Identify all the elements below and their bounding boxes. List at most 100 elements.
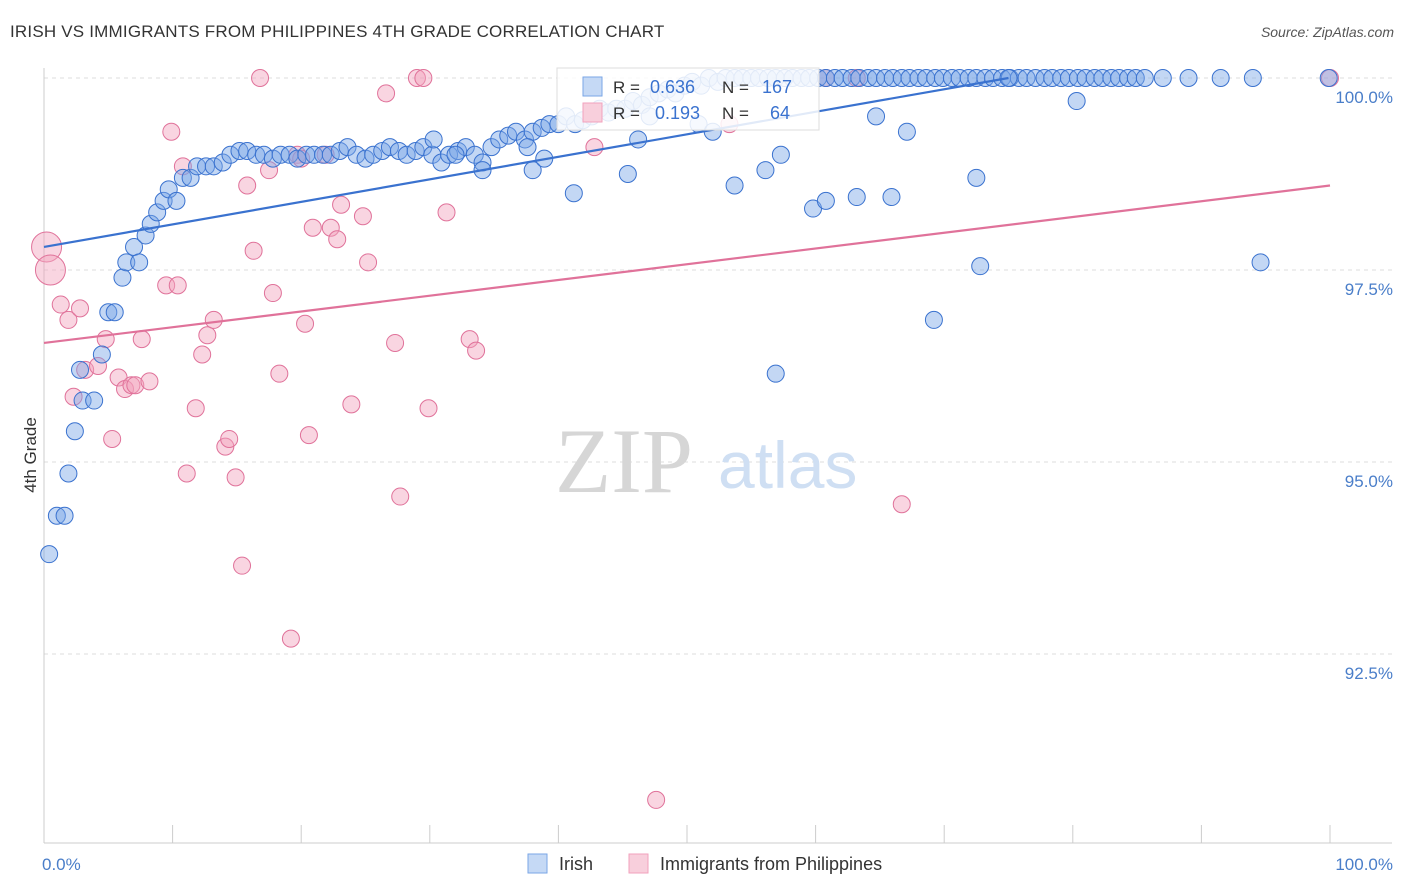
- stats-r-value-irish: 0.636: [650, 77, 695, 97]
- x-tick-label-min: 0.0%: [42, 855, 81, 874]
- irish-point: [314, 145, 333, 164]
- philippines-point: [96, 330, 115, 349]
- irish-point: [181, 168, 200, 187]
- irish-point: [99, 303, 118, 322]
- irish-point: [397, 145, 416, 164]
- irish-point: [221, 145, 240, 164]
- irish-point: [518, 138, 537, 157]
- philippines-point: [467, 341, 486, 360]
- stats-r-value-philippines: 0.193: [655, 103, 700, 123]
- irish-point: [197, 157, 216, 176]
- philippines-point: [226, 468, 245, 487]
- irish-point: [725, 176, 744, 195]
- philippines-point: [377, 84, 396, 103]
- philippines-point: [437, 203, 456, 222]
- irish-point: [1135, 69, 1154, 87]
- axes: [43, 68, 1392, 844]
- irish-point: [446, 145, 465, 164]
- chart-source: Source: ZipAtlas.com: [1260, 24, 1394, 40]
- irish-point: [148, 203, 167, 222]
- philippines-point: [359, 253, 378, 272]
- philippines-point: [296, 314, 315, 333]
- philippines-point: [244, 241, 263, 260]
- irish-point: [816, 191, 835, 210]
- philippines-point: [303, 218, 322, 237]
- bottom-legend: Irish Immigrants from Philippines: [527, 853, 882, 874]
- philippines-point: [198, 326, 217, 345]
- philippines-point: [585, 138, 604, 157]
- philippines-point: [177, 464, 196, 483]
- philippines-point: [126, 376, 145, 395]
- philippines-point: [162, 122, 181, 141]
- irish-point: [440, 145, 459, 164]
- irish-point: [771, 145, 790, 164]
- irish-point: [271, 145, 290, 164]
- philippines-point: [270, 364, 289, 383]
- irish-point: [213, 153, 232, 172]
- philippines-point: [391, 487, 410, 506]
- philippines-point: [59, 310, 78, 329]
- philippines-point: [892, 495, 911, 514]
- irish-point: [1017, 69, 1036, 87]
- philippines-point: [460, 330, 479, 349]
- philippines-point: [342, 395, 361, 414]
- irish-point: [465, 145, 484, 164]
- irish-point: [288, 149, 307, 168]
- irish-point: [167, 191, 186, 210]
- philippines-point: [407, 69, 426, 87]
- stats-n-value-irish: 167: [762, 77, 792, 97]
- legend-label-irish: Irish: [559, 854, 593, 874]
- legend-swatch-philippines: [628, 853, 649, 874]
- philippines-point: [64, 387, 83, 406]
- philippines-point: [168, 276, 187, 295]
- irish-point: [847, 188, 866, 207]
- irish-point: [65, 422, 84, 441]
- philippines-point: [238, 176, 257, 195]
- irish-point: [971, 257, 990, 276]
- x-tick-label-max: 100.0%: [1335, 855, 1393, 874]
- irish-point: [967, 168, 986, 187]
- irish-point: [924, 310, 943, 329]
- y-tick-label: 97.5%: [1345, 280, 1393, 299]
- philippines-point: [299, 426, 318, 445]
- irish-point: [867, 107, 886, 126]
- y-axis-title: 4th Grade: [21, 417, 40, 493]
- irish-point: [130, 253, 149, 272]
- irish-point: [456, 138, 475, 157]
- irish-point: [414, 138, 433, 157]
- irish-point: [618, 165, 637, 183]
- irish-point: [113, 268, 132, 287]
- irish-point: [154, 191, 173, 210]
- legend-label-philippines: Immigrants from Philippines: [660, 854, 882, 874]
- philippines-point: [71, 299, 90, 318]
- philippines-point: [332, 195, 351, 214]
- philippines-point: [414, 69, 433, 87]
- philippines-point: [328, 230, 347, 249]
- irish-point: [1179, 69, 1198, 87]
- irish-point: [564, 184, 583, 203]
- philippines-point: [419, 399, 438, 418]
- irish-point: [247, 145, 266, 164]
- philippines-point: [186, 399, 205, 418]
- stats-r-label-philippines: R =: [613, 104, 640, 123]
- irish-point: [1243, 69, 1262, 87]
- irish-point: [756, 161, 775, 180]
- watermark-atlas: atlas: [718, 428, 857, 502]
- irish-point: [482, 138, 501, 157]
- legend-swatch-irish: [527, 853, 548, 874]
- philippines-point: [103, 429, 122, 448]
- irish-point: [230, 141, 249, 160]
- stats-r-label-irish: R =: [613, 78, 640, 97]
- irish-point: [1153, 69, 1172, 87]
- philippines-point: [647, 790, 666, 809]
- stats-n-label-irish: N =: [722, 78, 749, 97]
- philippines-point: [204, 310, 223, 329]
- irish-point: [1211, 69, 1230, 87]
- irish-point: [1067, 92, 1086, 111]
- philippines-point: [220, 429, 239, 448]
- irish-point: [105, 303, 124, 322]
- philippines-point: [263, 284, 282, 303]
- irish-point: [92, 345, 111, 364]
- philippines-trend-line: [43, 184, 1331, 345]
- stats-n-label-philippines: N =: [722, 104, 749, 123]
